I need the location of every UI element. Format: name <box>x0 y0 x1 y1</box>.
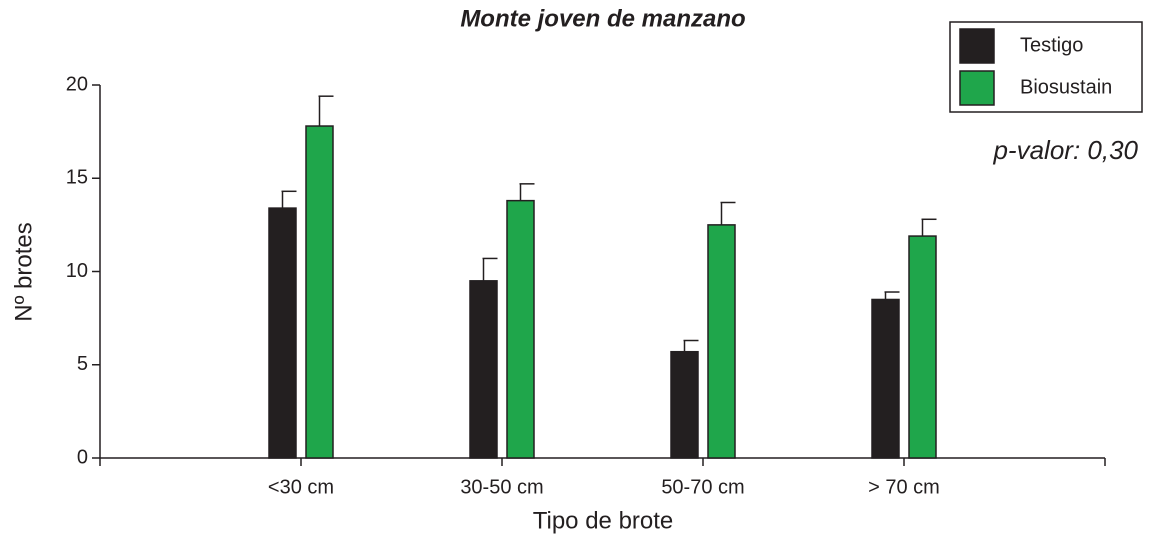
x-tick-label: > 70 cm <box>868 476 940 498</box>
bar <box>707 224 736 459</box>
y-tick-label: 20 <box>66 73 88 95</box>
bar <box>908 235 937 459</box>
legend-label: Biosustain <box>1020 76 1112 98</box>
y-tick-label: 15 <box>66 167 88 189</box>
bar <box>871 298 900 459</box>
legend-label: Testigo <box>1020 34 1083 56</box>
bar <box>670 350 699 459</box>
y-tick-label: 0 <box>77 446 88 468</box>
bar <box>268 207 297 459</box>
bar <box>506 199 535 459</box>
annotation: p-valor: 0,30 <box>992 135 1138 165</box>
bar <box>305 125 334 459</box>
x-tick-label: 50-70 cm <box>661 476 744 498</box>
legend-swatch <box>959 70 995 106</box>
x-tick-label: 30-50 cm <box>460 476 543 498</box>
y-tick-label: 5 <box>77 353 88 375</box>
x-tick-label: <30 cm <box>268 476 334 498</box>
legend-swatch <box>959 28 995 64</box>
bar <box>469 280 498 459</box>
x-axis-label: Tipo de brote <box>533 507 674 534</box>
y-tick-label: 10 <box>66 260 88 282</box>
y-axis-label: Nº brotes <box>10 222 37 321</box>
chart-title: Monte joven de manzano <box>460 5 745 32</box>
